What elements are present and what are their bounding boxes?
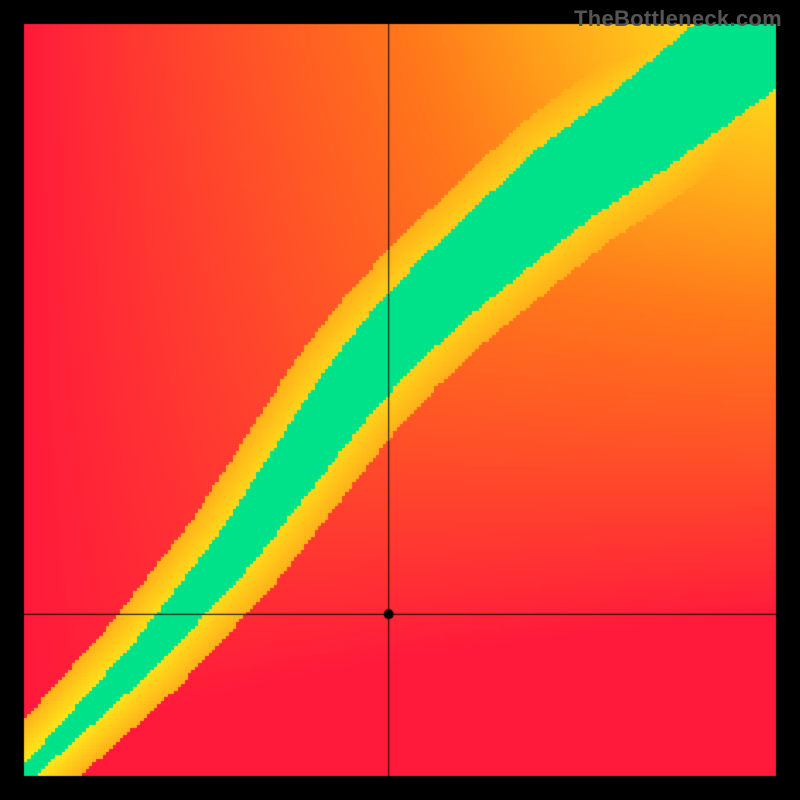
watermark-text: TheBottleneck.com <box>574 6 782 32</box>
heatmap-canvas <box>0 0 800 800</box>
chart-container: TheBottleneck.com <box>0 0 800 800</box>
